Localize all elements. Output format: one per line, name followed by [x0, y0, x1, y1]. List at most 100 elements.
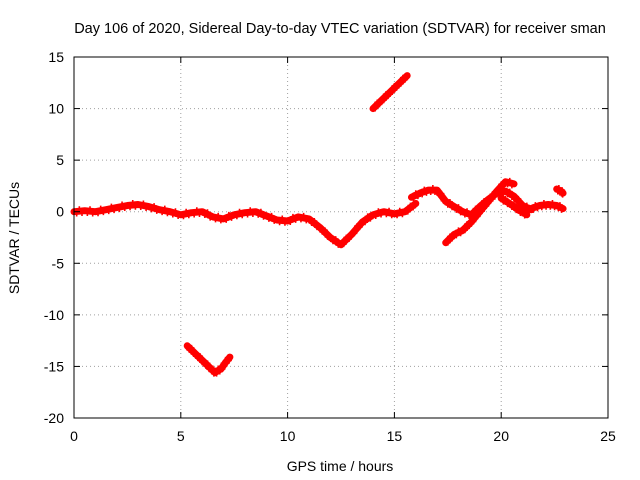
- data-point: [556, 202, 563, 209]
- data-point: [263, 212, 270, 219]
- data-point: [321, 227, 328, 234]
- x-tick-label: 0: [70, 428, 78, 444]
- data-point: [257, 208, 264, 215]
- data-point: [201, 359, 208, 366]
- data-point: [530, 206, 537, 213]
- x-axis-title: GPS time / hours: [287, 458, 394, 474]
- data-point: [276, 219, 283, 226]
- data-point: [429, 185, 436, 192]
- data-point: [393, 84, 400, 91]
- data-point: [410, 195, 417, 202]
- data-point: [496, 187, 503, 194]
- data-point: [560, 205, 567, 212]
- data-point: [184, 342, 191, 349]
- data-point: [172, 208, 179, 215]
- series-rising-branch: [442, 177, 518, 247]
- y-tick-label: -5: [52, 255, 65, 271]
- data-point: [502, 195, 509, 202]
- data-point: [137, 204, 144, 211]
- data-point: [300, 212, 307, 219]
- data-point: [362, 219, 369, 226]
- data-point: [76, 206, 83, 213]
- data-point: [105, 208, 112, 215]
- data-point: [414, 193, 421, 200]
- data-point: [523, 202, 530, 209]
- data-point: [140, 200, 147, 207]
- x-tick-label: 25: [600, 428, 616, 444]
- series-end-points: [553, 185, 567, 198]
- data-point: [213, 370, 220, 377]
- data-point: [209, 365, 216, 372]
- data-point: [225, 357, 232, 364]
- data-point: [226, 354, 233, 361]
- data-point: [402, 76, 409, 83]
- data-point: [129, 200, 136, 207]
- data-point: [483, 202, 490, 209]
- data-point: [193, 207, 200, 214]
- data-point: [464, 208, 471, 215]
- data-point: [212, 216, 219, 223]
- data-point: [444, 239, 451, 246]
- data-point: [192, 351, 199, 358]
- series-evening-band: [408, 185, 535, 220]
- data-point: [191, 211, 198, 218]
- data-point: [351, 230, 358, 237]
- y-tick-label: -15: [44, 358, 64, 374]
- data-point: [148, 206, 155, 213]
- data-point: [346, 235, 353, 242]
- data-point: [340, 241, 347, 248]
- series-falling-branch: [497, 194, 531, 219]
- data-point: [504, 181, 511, 188]
- data-point: [519, 207, 526, 214]
- data-point: [199, 208, 206, 215]
- data-point: [197, 353, 204, 360]
- data-point: [316, 224, 323, 231]
- data-point: [453, 232, 460, 239]
- data-point: [410, 204, 417, 211]
- data-point: [404, 72, 411, 79]
- plot-frame: [73, 56, 609, 419]
- data-point: [292, 216, 299, 223]
- data-point: [511, 193, 518, 200]
- data-point: [506, 188, 513, 195]
- series-upper-segment: [369, 72, 411, 113]
- data-point: [183, 208, 190, 215]
- data-point: [549, 200, 556, 207]
- data-point: [461, 211, 468, 218]
- data-point: [188, 344, 195, 351]
- x-tick-label: 20: [493, 428, 509, 444]
- data-point: [389, 89, 396, 96]
- data-point: [511, 201, 518, 208]
- y-axis-title: SDTVAR / TECUs: [6, 182, 22, 294]
- data-point: [511, 180, 518, 187]
- data-point: [119, 201, 126, 208]
- data-point: [446, 198, 453, 205]
- data-point: [500, 183, 507, 190]
- data-point: [159, 209, 166, 216]
- data-point: [461, 227, 468, 234]
- data-point: [434, 187, 441, 194]
- data-point: [367, 215, 374, 222]
- data-point: [540, 200, 547, 207]
- data-series: [70, 72, 567, 377]
- data-point: [252, 208, 259, 215]
- data-point: [455, 204, 462, 211]
- data-point: [87, 206, 94, 213]
- data-point: [279, 215, 286, 222]
- data-point: [244, 211, 251, 218]
- chart-title: Day 106 of 2020, Sidereal Day-to-day VTE…: [74, 21, 606, 37]
- data-point: [404, 208, 411, 215]
- data-point: [555, 185, 562, 192]
- x-tick-label: 15: [387, 428, 403, 444]
- data-point: [327, 234, 334, 241]
- data-point: [515, 195, 522, 202]
- data-point: [372, 105, 379, 112]
- data-point: [438, 190, 445, 197]
- data-point: [457, 230, 464, 237]
- data-point: [383, 211, 390, 218]
- data-point: [560, 190, 567, 197]
- data-point: [287, 218, 294, 225]
- data-point: [470, 218, 477, 225]
